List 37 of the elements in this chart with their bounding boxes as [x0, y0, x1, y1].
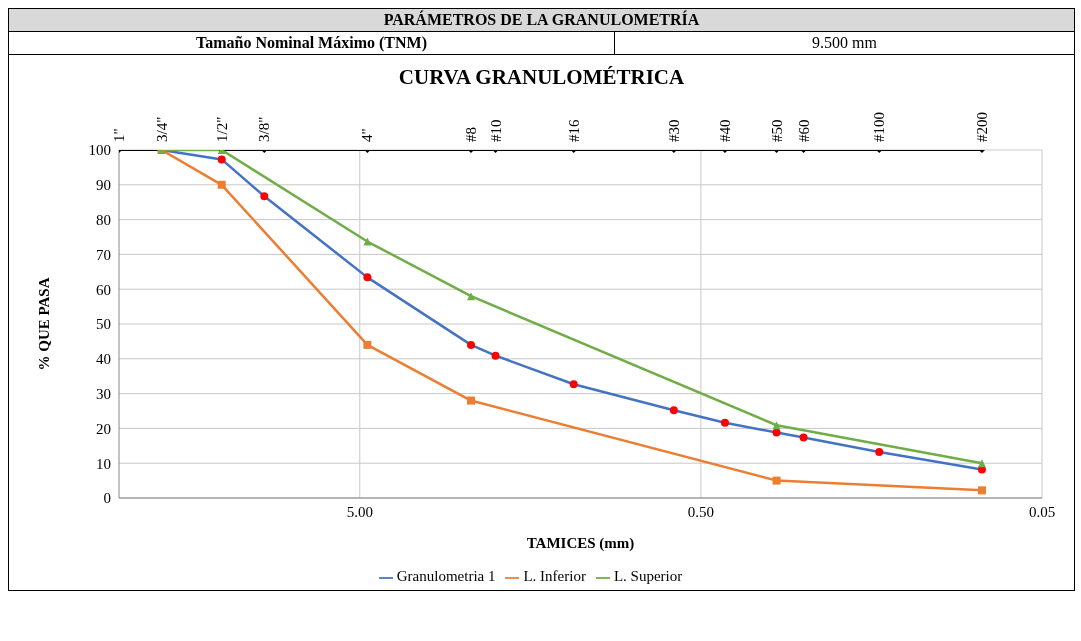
annotation: #8: [463, 127, 479, 142]
annotation: 1/2": [213, 116, 230, 142]
chart-title: CURVA GRANULOMÉTRICA: [397, 65, 686, 90]
legend-label: L. Superior: [613, 568, 683, 584]
x-tick-label: 0.05: [1028, 503, 1056, 520]
x-tick-label: 0.50: [687, 503, 715, 520]
annotation: 3/8": [256, 116, 273, 142]
y-tick-label: 20: [96, 420, 111, 437]
annotation: #100: [871, 112, 888, 142]
x-axis-title: TAMICES (mm): [526, 535, 635, 552]
y-tick-label: 100: [88, 142, 111, 159]
annotation: 1": [111, 128, 127, 142]
legend-label: Granulometria 1: [396, 568, 496, 584]
y-tick-label: 90: [96, 177, 111, 194]
annotation: #60: [795, 119, 812, 142]
y-tick-label: 80: [96, 211, 111, 228]
annotation: #50: [768, 119, 785, 142]
annotation: 4": [359, 128, 376, 142]
y-tick-label: 0: [103, 490, 111, 507]
annotation: #40: [716, 119, 733, 142]
y-axis-title: % QUE PASA: [36, 277, 53, 371]
legend-label: L. Inferior: [523, 568, 586, 584]
annotation: 3/4": [153, 116, 170, 142]
y-tick-label: 30: [96, 385, 111, 402]
annotation: #200: [973, 112, 990, 142]
annotation: #16: [565, 119, 582, 142]
annotation: #30: [665, 119, 682, 142]
x-tick-label: 5.00: [346, 503, 373, 520]
y-tick-label: 70: [96, 246, 111, 263]
y-tick-label: 10: [96, 455, 111, 472]
text: Tamaño Nominal Máximo (TNM): [9, 32, 615, 54]
y-tick-label: 50: [96, 316, 111, 333]
y-tick-label: 60: [96, 281, 111, 298]
y-tick-label: 40: [96, 351, 111, 368]
text: 9.500 mm: [811, 33, 878, 53]
annotation: #10: [487, 119, 504, 142]
text: PARÁMETROS DE LA GRANULOMETRÍA: [9, 9, 1074, 32]
